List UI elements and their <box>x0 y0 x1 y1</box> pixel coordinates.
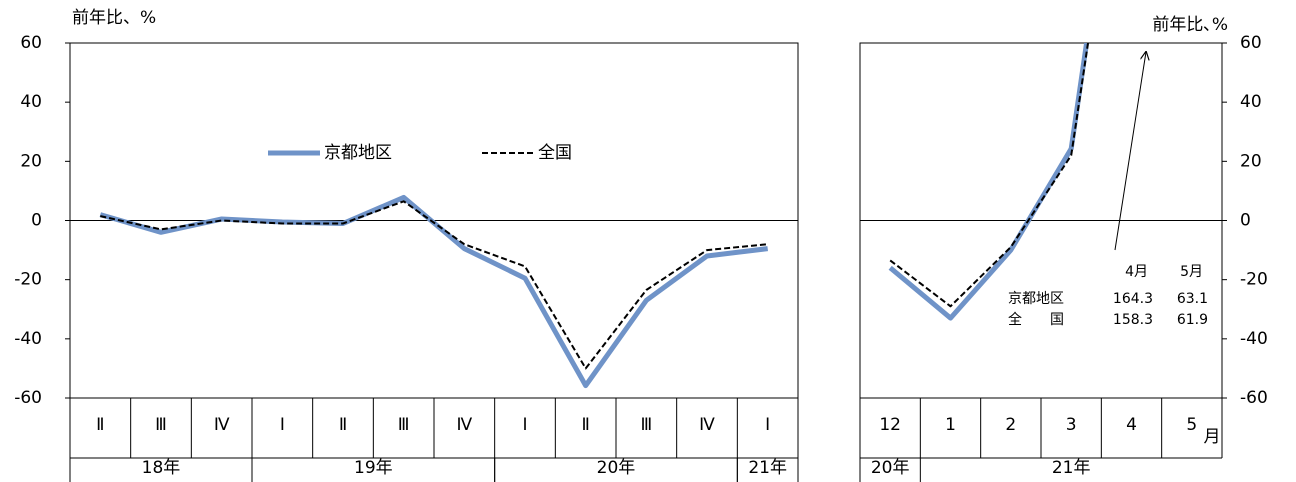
y-tick-label: -60 <box>1240 388 1268 408</box>
y-tick-label: 20 <box>1240 151 1262 171</box>
annotation-arrow <box>1114 52 1146 251</box>
x-tick-label: 5 <box>1186 415 1197 435</box>
y-tick-label: 0 <box>1240 211 1251 231</box>
y-tick-label: -40 <box>14 329 42 349</box>
series-group <box>888 43 1090 321</box>
x-tick-label: 2 <box>1005 415 1016 435</box>
x-tick-label: 1 <box>945 415 956 435</box>
x-tick-label: Ⅳ <box>214 415 230 435</box>
y-tick-label: -20 <box>14 270 42 290</box>
x-tick-label: Ⅱ <box>339 415 347 435</box>
y-tick-label: 0 <box>31 211 42 231</box>
annotation-header: 4月 <box>1125 264 1148 280</box>
annotation-cell: 63.1 <box>1177 291 1208 307</box>
group-label: 20年 <box>871 458 910 478</box>
x-tick-label: Ⅲ <box>640 415 652 435</box>
x-tick-label: Ⅱ <box>96 415 104 435</box>
annotation-cell: 158.3 <box>1113 312 1153 328</box>
x-tick-label: 3 <box>1066 415 1077 435</box>
x-unit: 月 <box>1204 427 1221 447</box>
legend-label: 京都地区 <box>324 143 392 163</box>
y-tick-label: -40 <box>1240 329 1268 349</box>
x-tick-label: 12 <box>879 415 901 435</box>
y-tick-label: 20 <box>20 151 42 171</box>
annotation-header: 5月 <box>1180 264 1203 280</box>
y-axis-title: 前年比､% <box>1152 15 1228 35</box>
series-line <box>888 43 1090 321</box>
group-label: 21年 <box>748 458 787 478</box>
series-group <box>99 194 769 389</box>
series-line <box>889 43 1090 308</box>
group-label: 18年 <box>142 458 181 478</box>
y-tick-label: -60 <box>14 388 42 408</box>
annotation-cell: 61.9 <box>1177 312 1208 328</box>
x-tick-label: Ⅱ <box>581 415 589 435</box>
annotation-cell: 164.3 <box>1113 291 1153 307</box>
group-label: 21年 <box>1052 458 1091 478</box>
x-tick-label: Ⅰ <box>522 415 527 435</box>
series-line <box>100 200 768 370</box>
y-tick-label: 60 <box>1240 33 1262 53</box>
x-tick-label: Ⅲ <box>398 415 410 435</box>
y-tick-label: 40 <box>1240 92 1262 112</box>
annotation-cell: 全 国 <box>1008 311 1064 328</box>
y-tick-label: 60 <box>20 33 42 53</box>
y-tick-label: -20 <box>1240 270 1268 290</box>
annotation-cell: 京都地区 <box>1008 291 1064 307</box>
x-tick-label: Ⅳ <box>699 415 715 435</box>
group-label: 19年 <box>354 458 393 478</box>
legend-label: 全国 <box>538 143 572 163</box>
series-line <box>99 194 769 389</box>
x-tick-label: 4 <box>1126 415 1137 435</box>
x-tick-label: Ⅳ <box>456 415 472 435</box>
x-tick-label: Ⅲ <box>155 415 167 435</box>
y-tick-label: 40 <box>20 92 42 112</box>
x-tick-label: Ⅰ <box>280 415 285 435</box>
y-axis-title: 前年比、% <box>72 8 156 28</box>
x-tick-label: Ⅰ <box>765 415 770 435</box>
group-label: 20年 <box>597 458 636 478</box>
